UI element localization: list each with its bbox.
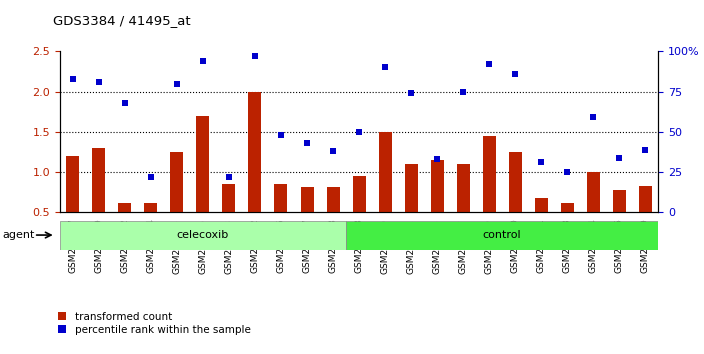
Bar bbox=[353, 176, 365, 212]
Bar bbox=[639, 186, 652, 212]
Legend: transformed count, percentile rank within the sample: transformed count, percentile rank withi… bbox=[58, 312, 251, 335]
Bar bbox=[196, 116, 210, 212]
Bar bbox=[346, 221, 658, 250]
Bar bbox=[560, 203, 574, 212]
Bar bbox=[405, 164, 417, 212]
Bar bbox=[431, 160, 444, 212]
Bar bbox=[457, 164, 470, 212]
Bar bbox=[275, 184, 287, 212]
Text: GDS3384 / 41495_at: GDS3384 / 41495_at bbox=[53, 13, 190, 27]
Bar bbox=[144, 203, 158, 212]
Bar bbox=[612, 190, 626, 212]
Bar bbox=[249, 92, 261, 212]
Bar bbox=[60, 221, 346, 250]
Bar bbox=[327, 187, 339, 212]
Text: agent: agent bbox=[2, 230, 34, 240]
Bar bbox=[118, 203, 132, 212]
Bar bbox=[170, 152, 184, 212]
Bar bbox=[379, 132, 391, 212]
Bar bbox=[586, 172, 600, 212]
Bar bbox=[92, 148, 106, 212]
Bar bbox=[222, 184, 235, 212]
Bar bbox=[301, 187, 313, 212]
Bar bbox=[483, 136, 496, 212]
Bar bbox=[508, 152, 522, 212]
Bar bbox=[534, 198, 548, 212]
Text: celecoxib: celecoxib bbox=[177, 230, 229, 240]
Text: control: control bbox=[483, 230, 522, 240]
Bar bbox=[66, 156, 80, 212]
